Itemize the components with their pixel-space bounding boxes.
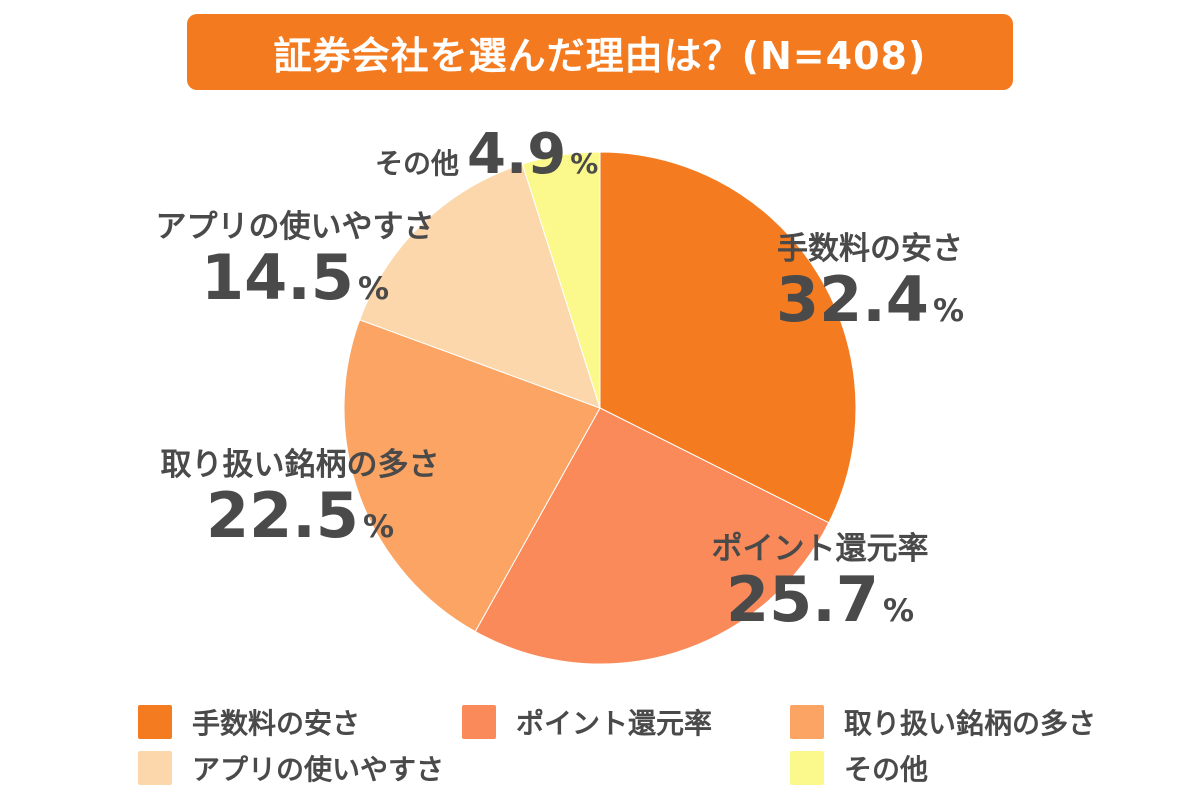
legend-swatch-0 [138,705,172,739]
legend-label-0: 手数料の安さ [192,707,361,740]
slice-label-1: ポイント還元率 25.7% [700,532,940,634]
slice-label-3: アプリの使いやすさ 14.5% [145,210,445,312]
pie-slice-4 [521,151,601,409]
slice-label-3-value: 14.5 [200,241,354,315]
legend-swatch-1 [462,705,496,739]
slice-label-0-unit: % [932,293,965,330]
slice-label-2-name: 取り扱い銘柄の多さ [160,447,440,483]
pie-slice-3 [359,163,601,409]
legend-swatch-2 [790,705,824,739]
legend-label-4: その他 [844,753,929,786]
legend-item-0: 手数料の安さ [138,702,360,742]
slice-label-0-name: 手数料の安さ [777,231,963,267]
legend-item-4: その他 [790,748,928,788]
title-banner: 証券会社を選んだ理由は？(N=408) [187,14,1013,90]
slice-label-0: 手数料の安さ 32.4% [770,232,970,334]
slice-label-2-value: 22.5 [205,479,359,553]
slice-label-4: その他 4.9 % [375,122,598,187]
legend-label-2: 取り扱い銘柄の多さ [844,707,1097,740]
slice-label-4-name: その他 [375,147,460,180]
legend-item-2: 取り扱い銘柄の多さ [790,702,1096,742]
legend-label-3: アプリの使いやすさ [192,753,445,786]
slice-label-2: 取り扱い銘柄の多さ 22.5% [150,448,450,550]
legend-label-1: ポイント還元率 [516,707,713,740]
slice-label-1-value: 25.7 [725,563,879,637]
pie-slice-2 [343,319,601,633]
slice-label-3-name: アプリの使いやすさ [155,209,435,245]
legend-swatch-3 [138,751,172,785]
slice-label-1-name: ポイント還元率 [711,531,929,567]
legend-swatch-4 [790,751,824,785]
legend-item-1: ポイント還元率 [462,702,712,742]
legend-item-3: アプリの使いやすさ [138,748,444,788]
slice-label-4-unit: % [570,147,599,180]
pie-slice-0 [599,151,857,524]
chart-title: 証券会社を選んだ理由は？(N=408) [273,33,927,78]
slice-label-4-value: 4.9 [467,122,567,187]
slice-label-1-unit: % [882,593,915,630]
slice-label-2-unit: % [362,509,395,546]
slice-label-3-unit: % [357,271,390,308]
pie-slice-1 [474,407,830,665]
slice-label-0-value: 32.4 [775,263,929,337]
